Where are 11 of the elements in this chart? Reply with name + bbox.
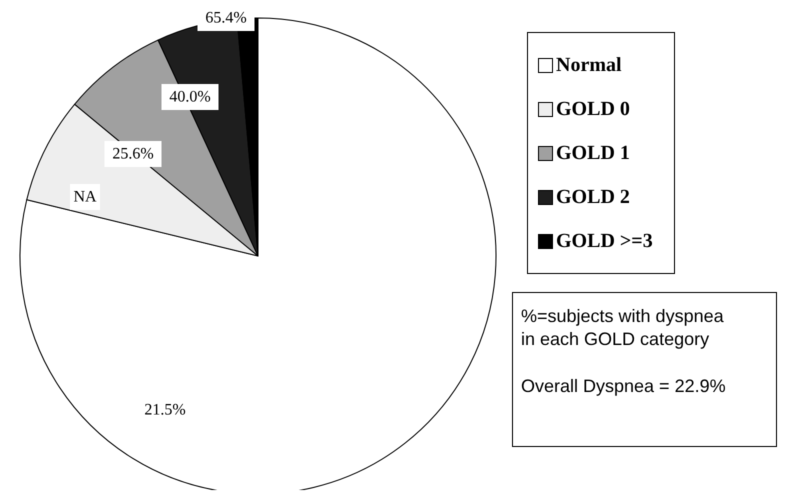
text: 65.4% (205, 10, 247, 26)
legend-label: GOLD 0 (556, 98, 630, 120)
note-box: %=subjects with dyspnea in each GOLD category Overall Dyspnea = 22.9% (512, 292, 777, 447)
legend-label: GOLD 2 (556, 186, 630, 208)
legend-label: Normal (556, 54, 622, 76)
legend-label: GOLD 1 (556, 142, 630, 164)
text: 25.6% (112, 146, 154, 162)
text: 21.5% (144, 402, 186, 418)
text: 40.0% (169, 88, 211, 106)
legend-label: GOLD >=3 (556, 230, 653, 252)
text: NA (73, 188, 97, 206)
